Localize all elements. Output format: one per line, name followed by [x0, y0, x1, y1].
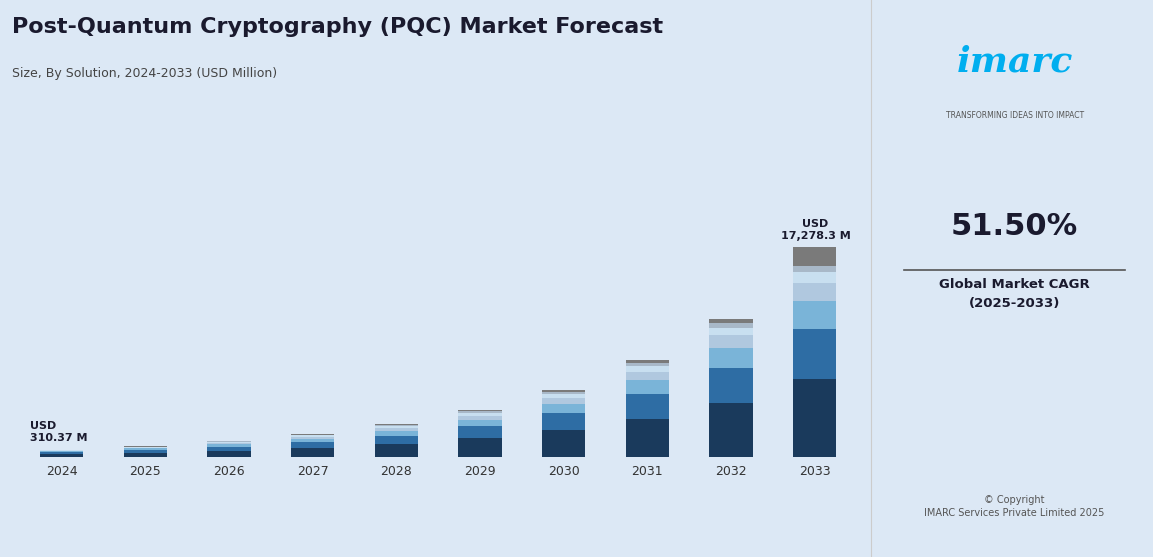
Bar [123, 453, 167, 457]
Bar [709, 335, 753, 348]
Text: © Copyright
IMARC Services Private Limited 2025: © Copyright IMARC Services Private Limit… [925, 495, 1105, 518]
Bar [626, 363, 669, 367]
Bar [458, 416, 502, 420]
Bar [375, 431, 419, 436]
Bar [291, 437, 334, 439]
Bar [626, 367, 669, 372]
Bar [793, 266, 836, 272]
Text: TRANSFORMING IDEAS INTO IMPACT: TRANSFORMING IDEAS INTO IMPACT [945, 111, 1084, 120]
Bar [542, 394, 586, 398]
Bar [793, 301, 836, 329]
Bar [458, 438, 502, 457]
Bar [626, 419, 669, 457]
Bar [375, 424, 419, 425]
Bar [291, 442, 334, 448]
Bar [40, 452, 83, 454]
Bar [458, 410, 502, 412]
Bar [458, 413, 502, 416]
Bar [40, 454, 83, 457]
Bar [626, 394, 669, 419]
Bar [626, 372, 669, 380]
Bar [375, 444, 419, 457]
Bar [291, 434, 334, 436]
Bar [709, 319, 753, 323]
Bar [542, 431, 586, 457]
Bar [626, 380, 669, 394]
Bar [793, 379, 836, 457]
Text: USD
310.37 M: USD 310.37 M [30, 421, 88, 443]
Bar [458, 420, 502, 427]
Bar [40, 451, 83, 452]
Bar [709, 403, 753, 457]
Bar [709, 368, 753, 403]
Bar [542, 404, 586, 413]
Text: 51.50%: 51.50% [951, 212, 1078, 241]
Bar [291, 448, 334, 457]
Text: Size, By Solution, 2024-2033 (USD Million): Size, By Solution, 2024-2033 (USD Millio… [12, 67, 277, 80]
Bar [208, 451, 250, 457]
Bar [458, 412, 502, 413]
Bar [793, 329, 836, 379]
Bar [123, 450, 167, 453]
Text: USD
17,278.3 M: USD 17,278.3 M [781, 219, 850, 241]
Bar [542, 398, 586, 404]
Bar [375, 428, 419, 431]
Bar [208, 447, 250, 451]
Bar [291, 439, 334, 442]
Bar [542, 392, 586, 394]
Text: imarc: imarc [957, 45, 1072, 79]
Bar [375, 426, 419, 428]
Bar [375, 436, 419, 444]
Bar [542, 413, 586, 431]
Bar [208, 444, 250, 447]
Bar [123, 448, 167, 450]
Bar [626, 360, 669, 363]
Text: Global Market CAGR
(2025-2033): Global Market CAGR (2025-2033) [940, 278, 1090, 310]
Bar [123, 447, 167, 448]
Bar [709, 328, 753, 335]
Bar [793, 247, 836, 266]
Bar [208, 442, 250, 443]
Bar [709, 348, 753, 368]
Bar [542, 390, 586, 392]
Bar [458, 427, 502, 438]
Bar [208, 443, 250, 444]
Bar [793, 284, 836, 301]
Text: Post-Quantum Cryptography (PQC) Market Forecast: Post-Quantum Cryptography (PQC) Market F… [12, 17, 663, 37]
Bar [375, 425, 419, 426]
Bar [291, 436, 334, 437]
Bar [793, 272, 836, 284]
Bar [709, 323, 753, 328]
